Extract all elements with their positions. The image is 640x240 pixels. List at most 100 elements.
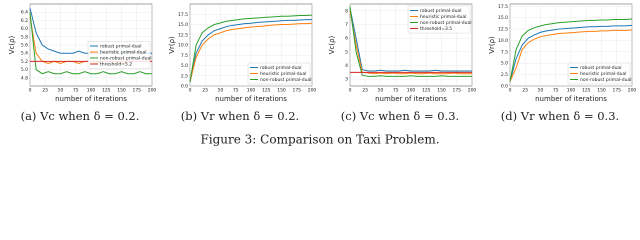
- y-tick-label: 15.0: [178, 22, 188, 28]
- y-tick-label: 6: [345, 36, 348, 42]
- x-tick-label: 175: [452, 88, 461, 94]
- panel: 0.0 2.5 5.0 7.5 10.0 12.5 15.0 17.5 0 25 50 75 100 12…: [488, 3, 637, 123]
- x-tick-label: 100: [567, 88, 576, 94]
- figure: Figure 3: Comparison on Taxi Problem. 4.…: [8, 3, 637, 147]
- panel-caption: (d) Vr when δ = 0.3.: [501, 109, 619, 123]
- panel-caption: (b) Vr when δ = 0.2.: [181, 109, 299, 123]
- legend-label: non-robust primal-dual: [420, 20, 472, 26]
- x-tick-label: 25: [202, 88, 208, 94]
- y-tick-label: 17.5: [178, 12, 188, 18]
- panel: 4.8 5.0 5.2 5.4 5.6 5.8 6.0 6.2 6.4 0 25 50 75 100 125…: [8, 3, 157, 123]
- series-line: [509, 29, 633, 82]
- x-tick-label: 125: [582, 88, 591, 94]
- panel-caption: (c) Vc when δ = 0.3.: [341, 109, 459, 123]
- series-line: [189, 19, 312, 83]
- x-tick-label: 50: [218, 88, 224, 94]
- y-tick-label: 12.5: [498, 27, 508, 33]
- legend-label: heuristic primal-dual: [260, 71, 307, 77]
- x-tick-label: 100: [407, 88, 416, 94]
- x-tick-label: 50: [538, 88, 544, 94]
- legend-label: robust primal-dual: [100, 44, 141, 50]
- x-tick-label: 75: [73, 88, 79, 94]
- panel-caption: (a) Vc when δ = 0.2.: [21, 109, 140, 123]
- series-line: [189, 14, 313, 82]
- series-line: [349, 8, 472, 72]
- y-axis-label: Vr(ρ): [168, 36, 176, 54]
- y-tick-label: 12.5: [178, 32, 188, 38]
- legend-label: threshold=5.2: [100, 62, 132, 68]
- y-tick-label: 5.0: [501, 61, 508, 67]
- x-tick-label: 125: [422, 88, 431, 94]
- y-tick-label: 5.4: [21, 51, 28, 57]
- y-tick-label: 2.5: [181, 73, 188, 79]
- y-tick-label: 6.2: [21, 18, 28, 24]
- x-tick-label: 75: [393, 88, 399, 94]
- x-axis-label: number of iterations: [55, 95, 127, 103]
- legend-label: non-robust primal-dual: [580, 77, 632, 83]
- x-tick-label: 150: [597, 88, 606, 94]
- x-tick-label: 200: [148, 88, 157, 94]
- series-line: [349, 10, 472, 75]
- legend-label: non-robust primal-dual: [100, 56, 152, 62]
- x-tick-label: 25: [42, 88, 48, 94]
- legend-label: non-robust primal-dual: [260, 77, 312, 83]
- x-tick-label: 175: [292, 88, 301, 94]
- x-tick-label: 0: [349, 88, 352, 94]
- y-tick-label: 7.5: [501, 49, 508, 55]
- x-tick-label: 100: [87, 88, 96, 94]
- x-tick-label: 125: [262, 88, 271, 94]
- y-tick-label: 5.2: [21, 59, 28, 65]
- y-axis-label: Vr(ρ): [488, 36, 496, 54]
- legend-label: robust primal-dual: [260, 65, 301, 71]
- series-line: [29, 12, 152, 75]
- y-tick-label: 3: [345, 77, 348, 83]
- x-tick-label: 200: [628, 88, 637, 94]
- y-tick-label: 0.0: [181, 84, 188, 90]
- x-tick-label: 175: [612, 88, 621, 94]
- y-tick-label: 7.5: [181, 53, 188, 59]
- y-axis-label: Vc(ρ): [8, 35, 16, 54]
- series-line: [189, 22, 313, 83]
- y-tick-label: 17.5: [498, 4, 508, 10]
- y-tick-label: 10.0: [498, 38, 508, 44]
- x-tick-label: 75: [553, 88, 559, 94]
- x-tick-label: 50: [58, 88, 64, 94]
- x-tick-label: 0: [29, 88, 32, 94]
- legend-label: robust primal-dual: [420, 8, 461, 14]
- y-tick-label: 7: [345, 22, 348, 28]
- y-tick-label: 8: [345, 8, 348, 14]
- legend-label: robust primal-dual: [580, 65, 621, 71]
- y-tick-label: 6.0: [21, 26, 28, 32]
- y-axis-label: Vc(ρ): [328, 35, 336, 54]
- panel: 0.0 2.5 5.0 7.5 10.0 12.5 15.0 17.5 0 25 50 75 100 12…: [168, 3, 317, 123]
- y-tick-label: 5: [345, 49, 348, 55]
- y-tick-label: 4.8: [21, 75, 28, 81]
- x-axis-label: number of iterations: [215, 95, 287, 103]
- legend-label: heuristic primal-dual: [580, 71, 627, 77]
- y-tick-label: 5.6: [21, 43, 28, 49]
- y-tick-label: 5.0: [21, 67, 28, 73]
- legend: [87, 41, 151, 69]
- y-tick-label: 5.0: [181, 63, 188, 69]
- x-tick-label: 175: [132, 88, 141, 94]
- panel: 3 4 5 6 7 8 0 25 50 75 100 125 150 175 200 number of it…: [328, 3, 476, 123]
- series-line: [349, 6, 472, 77]
- legend: [407, 5, 471, 34]
- x-axis-label: number of iterations: [375, 95, 447, 103]
- x-axis-label: number of iterations: [535, 95, 607, 103]
- x-tick-label: 100: [247, 88, 256, 94]
- y-tick-label: 10.0: [178, 43, 188, 49]
- x-tick-label: 150: [117, 88, 126, 94]
- y-tick-label: 2.5: [501, 72, 508, 78]
- legend-label: threshold=3.5: [420, 26, 452, 32]
- x-tick-label: 150: [437, 88, 446, 94]
- x-tick-label: 75: [233, 88, 239, 94]
- x-tick-label: 200: [308, 88, 317, 94]
- y-tick-label: 6.4: [21, 10, 28, 16]
- x-tick-label: 25: [522, 88, 528, 94]
- y-tick-label: 4: [345, 63, 348, 69]
- x-tick-label: 150: [277, 88, 286, 94]
- x-tick-label: 25: [362, 88, 368, 94]
- y-tick-label: 15.0: [498, 15, 508, 21]
- x-tick-label: 0: [189, 88, 192, 94]
